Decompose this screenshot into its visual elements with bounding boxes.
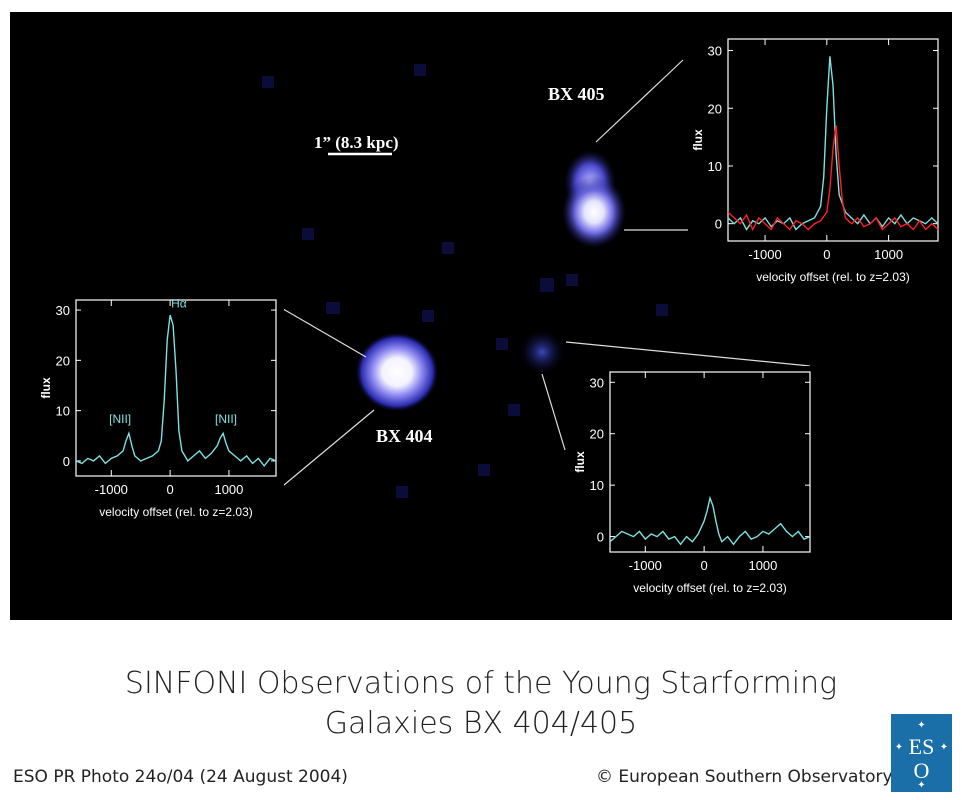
- y-tick-label: 30: [708, 44, 722, 59]
- svg-text:✦: ✦: [895, 742, 903, 753]
- x-tick-label: -1000: [629, 558, 662, 573]
- y-tick-label: 30: [590, 375, 604, 390]
- y-tick-label: 20: [590, 427, 604, 442]
- y-tick-label: 20: [708, 101, 722, 116]
- label-bx405: BX 405: [548, 84, 605, 104]
- chart-backdrop: [570, 366, 818, 608]
- scale-bar-label: 1” (8.3 kpc): [314, 133, 399, 152]
- series-line-cyan: [609, 495, 811, 546]
- galaxy-bx405-core: [562, 176, 626, 248]
- series-line-red: [727, 125, 939, 232]
- x-tick-label: 1000: [874, 247, 903, 262]
- x-tick-label: 1000: [748, 558, 777, 573]
- plot-frame: [609, 371, 811, 553]
- y-tick-label: 0: [63, 454, 70, 469]
- series-line-cyan: [727, 56, 939, 231]
- chart-annotation: [NII]: [109, 412, 131, 426]
- svg-text:✦: ✦: [917, 720, 925, 731]
- x-axis-label: velocity offset (rel. to z=2.03): [756, 270, 910, 284]
- spectrum-panel-companion: 0 10 20 30 -1000 0 1000 velocity offset (rel. t…: [570, 366, 818, 608]
- y-tick-label: 20: [56, 353, 70, 368]
- label-bx404: BX 404: [376, 426, 433, 446]
- y-tick-label: 10: [56, 404, 70, 419]
- plot-frame: [75, 299, 277, 477]
- x-tick-label: -1000: [748, 247, 781, 262]
- chart-annotation: Hα: [171, 297, 187, 311]
- x-tick-label: 1000: [214, 482, 243, 497]
- eso-logo-text: ES: [909, 734, 935, 759]
- chart-annotation: [NII]: [215, 412, 237, 426]
- figure-title-line2: Galaxies BX 404/405: [324, 706, 638, 741]
- x-axis-label: velocity offset (rel. to z=2.03): [633, 581, 787, 595]
- copyright: © European Southern Observatory: [596, 767, 893, 787]
- x-tick-label: -1000: [95, 482, 128, 497]
- svg-text:✦: ✦: [940, 742, 948, 753]
- background-noise: [214, 64, 688, 498]
- y-axis-label: flux: [573, 451, 587, 473]
- galaxy-bx404: [355, 332, 439, 412]
- series-line-cyan: [75, 314, 277, 468]
- x-tick-label: 0: [701, 558, 708, 573]
- x-axis-label: velocity offset (rel. to z=2.03): [99, 505, 253, 519]
- chart-backdrop: [36, 294, 284, 532]
- connector-lines: [277, 59, 811, 491]
- x-tick-label: 0: [167, 482, 174, 497]
- plot-frame: [727, 38, 939, 242]
- eso-logo-o: O: [914, 758, 930, 783]
- svg-text:✦: ✦: [917, 780, 925, 791]
- y-tick-label: 30: [56, 303, 70, 318]
- spectrum-panel-bx404: 0 10 20 30 -1000 0 1000 velocity offset (rel. t…: [36, 294, 284, 532]
- y-axis-label: flux: [39, 377, 53, 399]
- galaxy-companion: [520, 330, 564, 374]
- y-axis-label: flux: [691, 129, 705, 151]
- spectrum-panel-bx405: 0 10 20 30 -1000 0 1000 velocity offset (rel. t…: [688, 33, 946, 297]
- photo-id: ESO PR Photo 24o/04 (24 August 2004): [13, 767, 348, 787]
- eso-logo: ES O ✦ ✦ ✦ ✦: [891, 714, 952, 792]
- chart-backdrop: [688, 33, 946, 297]
- y-tick-label: 10: [590, 478, 604, 493]
- y-tick-label: 10: [708, 159, 722, 174]
- y-tick-label: 0: [715, 217, 722, 232]
- y-tick-label: 0: [597, 530, 604, 545]
- star-icon: ✦ ✦ ✦ ✦: [895, 720, 948, 791]
- figure-title-line1: SINFONI Observations of the Young Starfo…: [124, 666, 838, 701]
- x-tick-label: 0: [823, 247, 830, 262]
